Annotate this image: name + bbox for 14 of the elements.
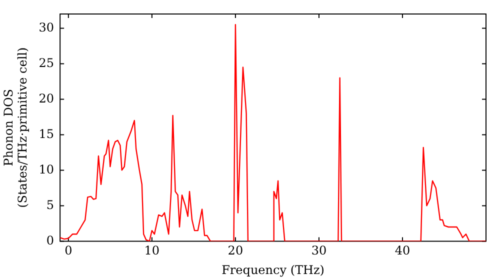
y-tick-label: 5 — [46, 198, 54, 212]
y-tick-label: 25 — [38, 56, 54, 70]
y-tick-label: 30 — [38, 20, 54, 34]
y-tick-label: 10 — [38, 162, 54, 176]
x-axis-title: Frequency (THz) — [222, 262, 324, 277]
y-tick-label: 15 — [38, 126, 54, 141]
x-tick-label: 30 — [311, 244, 327, 258]
x-tick-label: 0 — [64, 244, 72, 258]
x-tick-label: 10 — [144, 244, 160, 258]
y-tick-label: 0 — [46, 233, 54, 248]
x-tick-label: 20 — [228, 244, 244, 258]
x-tick-label: 40 — [394, 244, 410, 258]
y-axis-title: Phonon DOS (States/THz·primitive cell) — [1, 47, 30, 208]
y-tick-label: 20 — [38, 91, 54, 106]
